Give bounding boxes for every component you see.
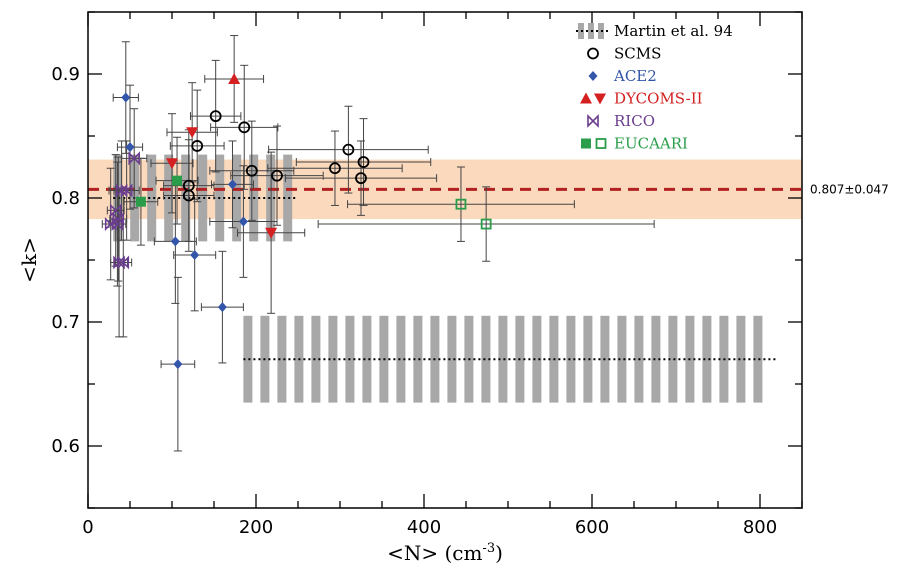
y-tick-label: 0.9: [51, 64, 80, 85]
data-point-ace2: [238, 216, 248, 227]
y-tick-label: 0.7: [51, 312, 80, 333]
x-tick-label: 600: [575, 517, 609, 538]
martin-band-stripe: [413, 315, 423, 403]
martin-band-stripe: [617, 315, 627, 403]
data-point-ace2: [121, 92, 131, 103]
data-point-rico: [109, 203, 122, 218]
legend-label: SCMS: [614, 45, 661, 63]
martin-band-stripe: [447, 315, 457, 403]
data-points-layer: [104, 72, 492, 370]
data-point-scms: [191, 140, 204, 152]
legend-item-rico: RICO: [587, 112, 655, 130]
data-point-rico: [128, 151, 140, 166]
y-tick-label: 0.6: [51, 436, 80, 457]
legend: Martin et al. 94 SCMS ACE2 DYCOMS-II RICO EUC…: [576, 22, 733, 153]
data-point-eucaari: [172, 175, 183, 186]
legend-label: RICO: [614, 112, 655, 130]
data-point-dycoms-ii: [228, 72, 241, 84]
x-tick-label: 200: [239, 517, 273, 538]
data-point-ace2: [173, 359, 183, 370]
data-point-ace2: [190, 250, 200, 261]
data-point-rico: [120, 183, 133, 198]
martin-band-stripe: [702, 315, 712, 403]
legend-swatch: [594, 93, 606, 105]
martin-band-stripe: [198, 154, 208, 242]
data-point-eucaari: [480, 218, 492, 230]
martin-band-stripe: [566, 315, 576, 403]
legend-item-dycoms-ii: DYCOMS-II: [580, 90, 703, 108]
martin-band-stripe: [232, 154, 242, 242]
data-point-dycoms-ii: [265, 227, 278, 239]
y-axis-title: <k>: [17, 237, 41, 283]
legend-item-ace2: ACE2: [588, 67, 657, 85]
martin-band-stripe: [362, 315, 372, 403]
data-point-scms: [355, 172, 367, 185]
data-point-scms: [357, 156, 370, 168]
martin-band-stripe: [311, 315, 321, 403]
martin-bands-layer: [113, 154, 777, 403]
legend-swatch: [580, 92, 592, 104]
x-axis-title: <N> (cm-3): [387, 541, 503, 565]
martin-band-stripe: [181, 154, 191, 242]
legend-label: EUCAARI: [614, 135, 688, 153]
data-point-dycoms-ii: [186, 127, 199, 139]
martin-band-stripe: [481, 315, 491, 403]
data-point-scms: [329, 162, 341, 175]
data-point-ace2: [217, 302, 227, 313]
legend-item-scms: SCMS: [587, 45, 661, 63]
legend-item-eucaari: EUCAARI: [581, 135, 688, 153]
data-point-scms: [238, 121, 251, 134]
data-point-scms: [182, 189, 195, 202]
martin-band-stripe: [328, 315, 338, 403]
legend-item-martin-et-al-94: Martin et al. 94: [576, 22, 733, 40]
martin-band-stripe: [277, 315, 287, 403]
data-point-ace2: [170, 236, 180, 247]
legend-label: DYCOMS-II: [614, 90, 703, 108]
legend-swatch: [588, 71, 598, 81]
martin-band-stripe: [753, 315, 763, 403]
legend-label: ACE2: [613, 67, 657, 85]
martin-band-stripe: [668, 315, 678, 403]
martin-band-stripe: [147, 154, 157, 242]
data-point-dycoms-ii: [166, 158, 178, 170]
legend-swatch: [587, 47, 599, 60]
martin-band-stripe: [283, 154, 293, 242]
data-point-ace2: [227, 179, 237, 190]
x-tick-label: 0: [82, 517, 93, 538]
data-point-eucaari: [135, 196, 146, 207]
martin-band-stripe: [736, 315, 746, 403]
y-tick-label: 0.8: [51, 188, 80, 209]
martin-band-stripe: [583, 315, 593, 403]
legend-label: Martin et al. 94: [614, 22, 733, 40]
martin-band-stripe: [651, 315, 661, 403]
x-tick-label: 400: [407, 517, 441, 538]
x-tick-label: 800: [743, 517, 777, 538]
martin-band-stripe: [532, 315, 542, 403]
martin-band-stripe: [396, 315, 406, 403]
data-point-rico: [117, 255, 130, 270]
legend-swatch: [595, 138, 607, 149]
data-point-ace2: [125, 142, 135, 153]
data-point-scms: [342, 143, 355, 156]
data-point-rico: [111, 217, 124, 231]
martin-band-stripe: [498, 315, 508, 403]
legend-swatch: [581, 138, 591, 149]
legend-swatch: [587, 114, 599, 128]
axis-ticks-layer: 0 200 400 600 800 0.6 0.7 0.8 0.9: [51, 11, 803, 538]
martin-band-stripe: [243, 315, 253, 403]
data-point-scms: [245, 164, 258, 177]
data-point-scms: [271, 169, 283, 182]
data-point-eucaari: [455, 198, 467, 210]
data-point-rico: [115, 183, 128, 198]
mean-value-label: 0.807±0.047: [810, 182, 889, 196]
data-point-scms: [209, 110, 222, 123]
